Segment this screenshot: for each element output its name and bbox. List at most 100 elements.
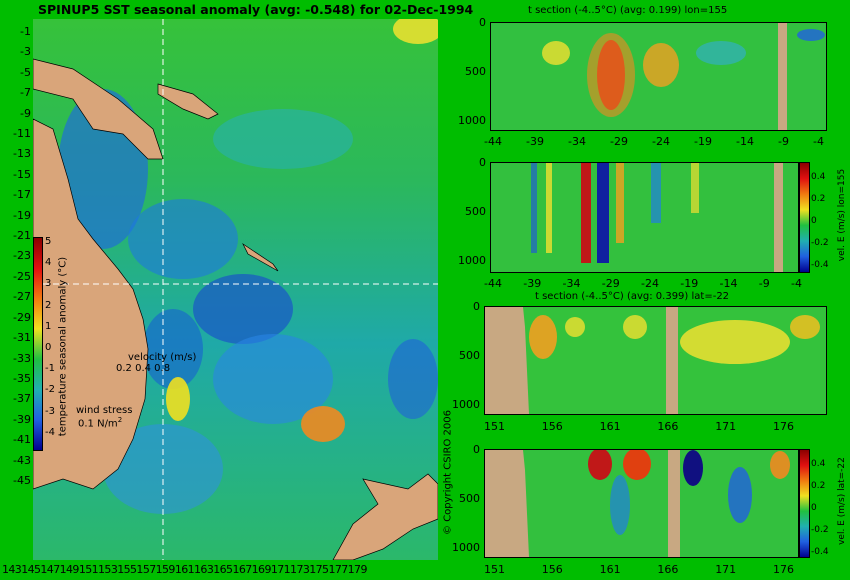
warm-anomaly — [301, 406, 345, 442]
cb-tick: -0.4 — [811, 260, 829, 270]
velocity-label: velocity (m/s) — [128, 352, 197, 363]
section1-plot — [490, 22, 827, 131]
section-land — [668, 450, 680, 557]
x-tick: -9 — [758, 277, 770, 290]
wind-scale-sup: 2 — [117, 416, 123, 424]
section4-colorbar — [799, 449, 810, 558]
vel-patch — [610, 475, 630, 535]
lon-tick: 157 — [136, 563, 156, 576]
section-land — [774, 163, 783, 272]
x-tick: 156 — [541, 563, 563, 576]
lat-tick: -25 — [13, 269, 31, 283]
vel-patch — [588, 450, 612, 480]
section2-plot — [490, 162, 799, 273]
lat-tick: -3 — [20, 45, 31, 59]
y-tick: 0 — [479, 156, 486, 169]
lon-tick: 175 — [309, 563, 329, 576]
cool-anomaly — [128, 199, 238, 279]
vel-stripe — [651, 163, 661, 223]
y-tick: 1000 — [458, 114, 486, 127]
y-tick: 0 — [473, 443, 480, 456]
section3-xaxis: 151 156 161 166 171 176 — [484, 420, 794, 433]
velocity-legend: velocity (m/s) 0.2 0.4 0.8 — [116, 352, 197, 374]
colorbar-tick: 0 — [45, 342, 52, 354]
lat-tick: -19 — [13, 208, 31, 222]
colorbar-tick: 1 — [45, 320, 52, 332]
lat-tick: -31 — [13, 331, 31, 345]
vel-patch — [770, 451, 790, 479]
lat-tick: -35 — [13, 371, 31, 385]
warm-patch — [790, 315, 820, 339]
colorbar-tick: 5 — [45, 236, 52, 247]
lon-tick: 177 — [328, 563, 348, 576]
section4-plot — [484, 449, 799, 558]
x-tick: -44 — [484, 277, 502, 290]
section4-colorbar-ticks: 0.4 0.2 0 -0.2 -0.4 — [811, 453, 829, 563]
warm-patch — [542, 41, 570, 65]
cb-tick: 0.2 — [811, 194, 826, 204]
cb-tick: -0.2 — [811, 525, 829, 535]
lat-tick: -17 — [13, 188, 31, 202]
lat-tick: -39 — [13, 412, 31, 426]
x-tick: 171 — [715, 420, 737, 433]
lon-tick: 145 — [21, 563, 41, 576]
lat-tick: -11 — [13, 127, 31, 141]
colorbar-tick: 4 — [45, 257, 52, 269]
lon-tick: 149 — [59, 563, 80, 576]
vel-stripe — [531, 163, 537, 253]
cool-patch — [797, 29, 825, 41]
x-tick: 176 — [772, 420, 794, 433]
lon-tick: 169 — [251, 563, 272, 576]
y-tick: 0 — [473, 300, 480, 313]
section2-yaxis: 0 500 1000 — [458, 156, 486, 267]
lon-tick: 151 — [78, 563, 99, 576]
warm-patch — [680, 320, 790, 364]
lat-tick: -7 — [20, 86, 31, 100]
colorbar-tick: -2 — [45, 384, 55, 396]
cb-tick: -0.2 — [811, 238, 829, 248]
section4-svg — [485, 450, 798, 557]
warm-anomaly — [393, 19, 438, 44]
section4-xaxis: 151 156 161 166 171 176 — [484, 563, 794, 576]
lat-tick: -41 — [13, 433, 31, 447]
x-tick: -34 — [562, 277, 581, 290]
x-tick: 151 — [484, 420, 505, 433]
vel-stripe — [597, 163, 609, 263]
x-tick: -4 — [813, 135, 824, 148]
cb-tick: 0.4 — [811, 172, 826, 182]
sst-map: 5 4 3 2 1 0 -1 -2 -3 -4 temperature seas… — [33, 19, 438, 560]
section2-colorbar — [799, 162, 810, 273]
warm-anomaly — [166, 377, 190, 421]
colorbar-tick: 2 — [45, 299, 52, 311]
section-land — [485, 450, 529, 557]
x-tick: -39 — [523, 277, 542, 290]
cb-tick: 0 — [811, 503, 817, 513]
lat-tick: -21 — [13, 229, 31, 243]
x-tick: -34 — [568, 135, 586, 148]
colorbar-tick: -1 — [45, 363, 55, 375]
lon-tick: 171 — [270, 563, 291, 576]
x-tick: -19 — [680, 277, 699, 290]
section2-colorbar-label: vel. E (m/s) lon=155 — [837, 168, 847, 262]
lat-tick: -15 — [13, 167, 31, 181]
warm-patch — [529, 315, 557, 359]
lon-tick: 167 — [232, 563, 252, 576]
lat-tick: -1 — [20, 25, 31, 38]
cool-anomaly — [388, 339, 438, 419]
lat-tick: -43 — [13, 453, 31, 467]
sst-map-svg — [33, 19, 438, 560]
y-tick: 500 — [465, 65, 486, 78]
x-tick: -14 — [736, 135, 754, 148]
section1-xaxis: -44 -39 -34 -29 -24 -19 -14 -9 -4 — [484, 135, 824, 148]
wind-scale: 0.1 N/m — [78, 418, 118, 430]
lat-tick: -27 — [13, 290, 31, 304]
lon-tick: 179 — [347, 563, 368, 576]
lon-tick: 159 — [155, 563, 176, 576]
lat-tick: -9 — [20, 106, 31, 120]
warm-patch — [587, 33, 635, 117]
x-tick: -14 — [719, 277, 738, 290]
lon-tick: 173 — [290, 563, 310, 576]
land-australia — [33, 118, 149, 490]
section3-title: t section (-4..5°C) (avg: 0.399) lat=-22 — [535, 291, 730, 302]
lon-tick: 161 — [174, 563, 195, 576]
